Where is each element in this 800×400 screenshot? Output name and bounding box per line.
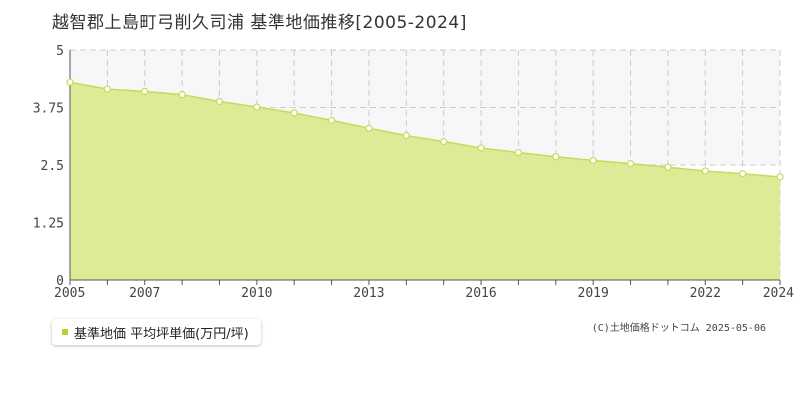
x-tick-label: 2007 <box>129 286 160 301</box>
y-tick-label: 1.25 <box>33 217 64 232</box>
x-tick-label: 2005 <box>54 286 85 301</box>
data-point <box>141 87 149 96</box>
series-line <box>69 81 781 178</box>
x-tick-label: 2016 <box>465 286 496 301</box>
data-point <box>178 91 186 99</box>
x-tick-label: 2024 <box>763 286 794 301</box>
data-point <box>253 103 261 111</box>
x-tick-label: 2019 <box>578 286 609 301</box>
series-area <box>70 82 780 280</box>
legend-label: 基準地価 平均坪単価(万円/坪) <box>74 326 249 342</box>
data-point <box>66 78 74 86</box>
data-point <box>701 167 709 175</box>
data-point <box>215 97 224 106</box>
chart-legend: 基準地価 平均坪単価(万円/坪) <box>52 319 261 345</box>
y-tick-label: 3.75 <box>33 102 64 117</box>
legend-swatch <box>62 329 68 335</box>
data-point <box>290 109 298 117</box>
y-tick-label: 2.5 <box>41 159 64 174</box>
data-point <box>440 137 448 146</box>
x-tick-label: 2010 <box>241 286 272 301</box>
chart-title: 越智郡上島町弓削久司浦 基準地価推移[2005-2024] <box>52 13 467 33</box>
data-point <box>664 163 672 171</box>
data-point <box>365 124 373 132</box>
data-point <box>552 153 560 161</box>
copyright-credit: (C)土地価格ドットコム 2025-05-06 <box>591 323 766 334</box>
x-tick-label: 2022 <box>690 286 721 301</box>
data-point <box>103 85 111 93</box>
data-point <box>477 144 485 152</box>
data-point <box>626 160 635 168</box>
data-point <box>589 156 597 164</box>
y-tick-label: 5 <box>56 44 64 59</box>
x-tick-label: 2013 <box>353 286 384 301</box>
data-point <box>776 173 784 181</box>
data-point <box>402 131 410 140</box>
data-point <box>327 116 336 124</box>
data-point <box>514 148 523 157</box>
y-tick-label: 0 <box>56 274 64 289</box>
data-point <box>739 170 747 178</box>
